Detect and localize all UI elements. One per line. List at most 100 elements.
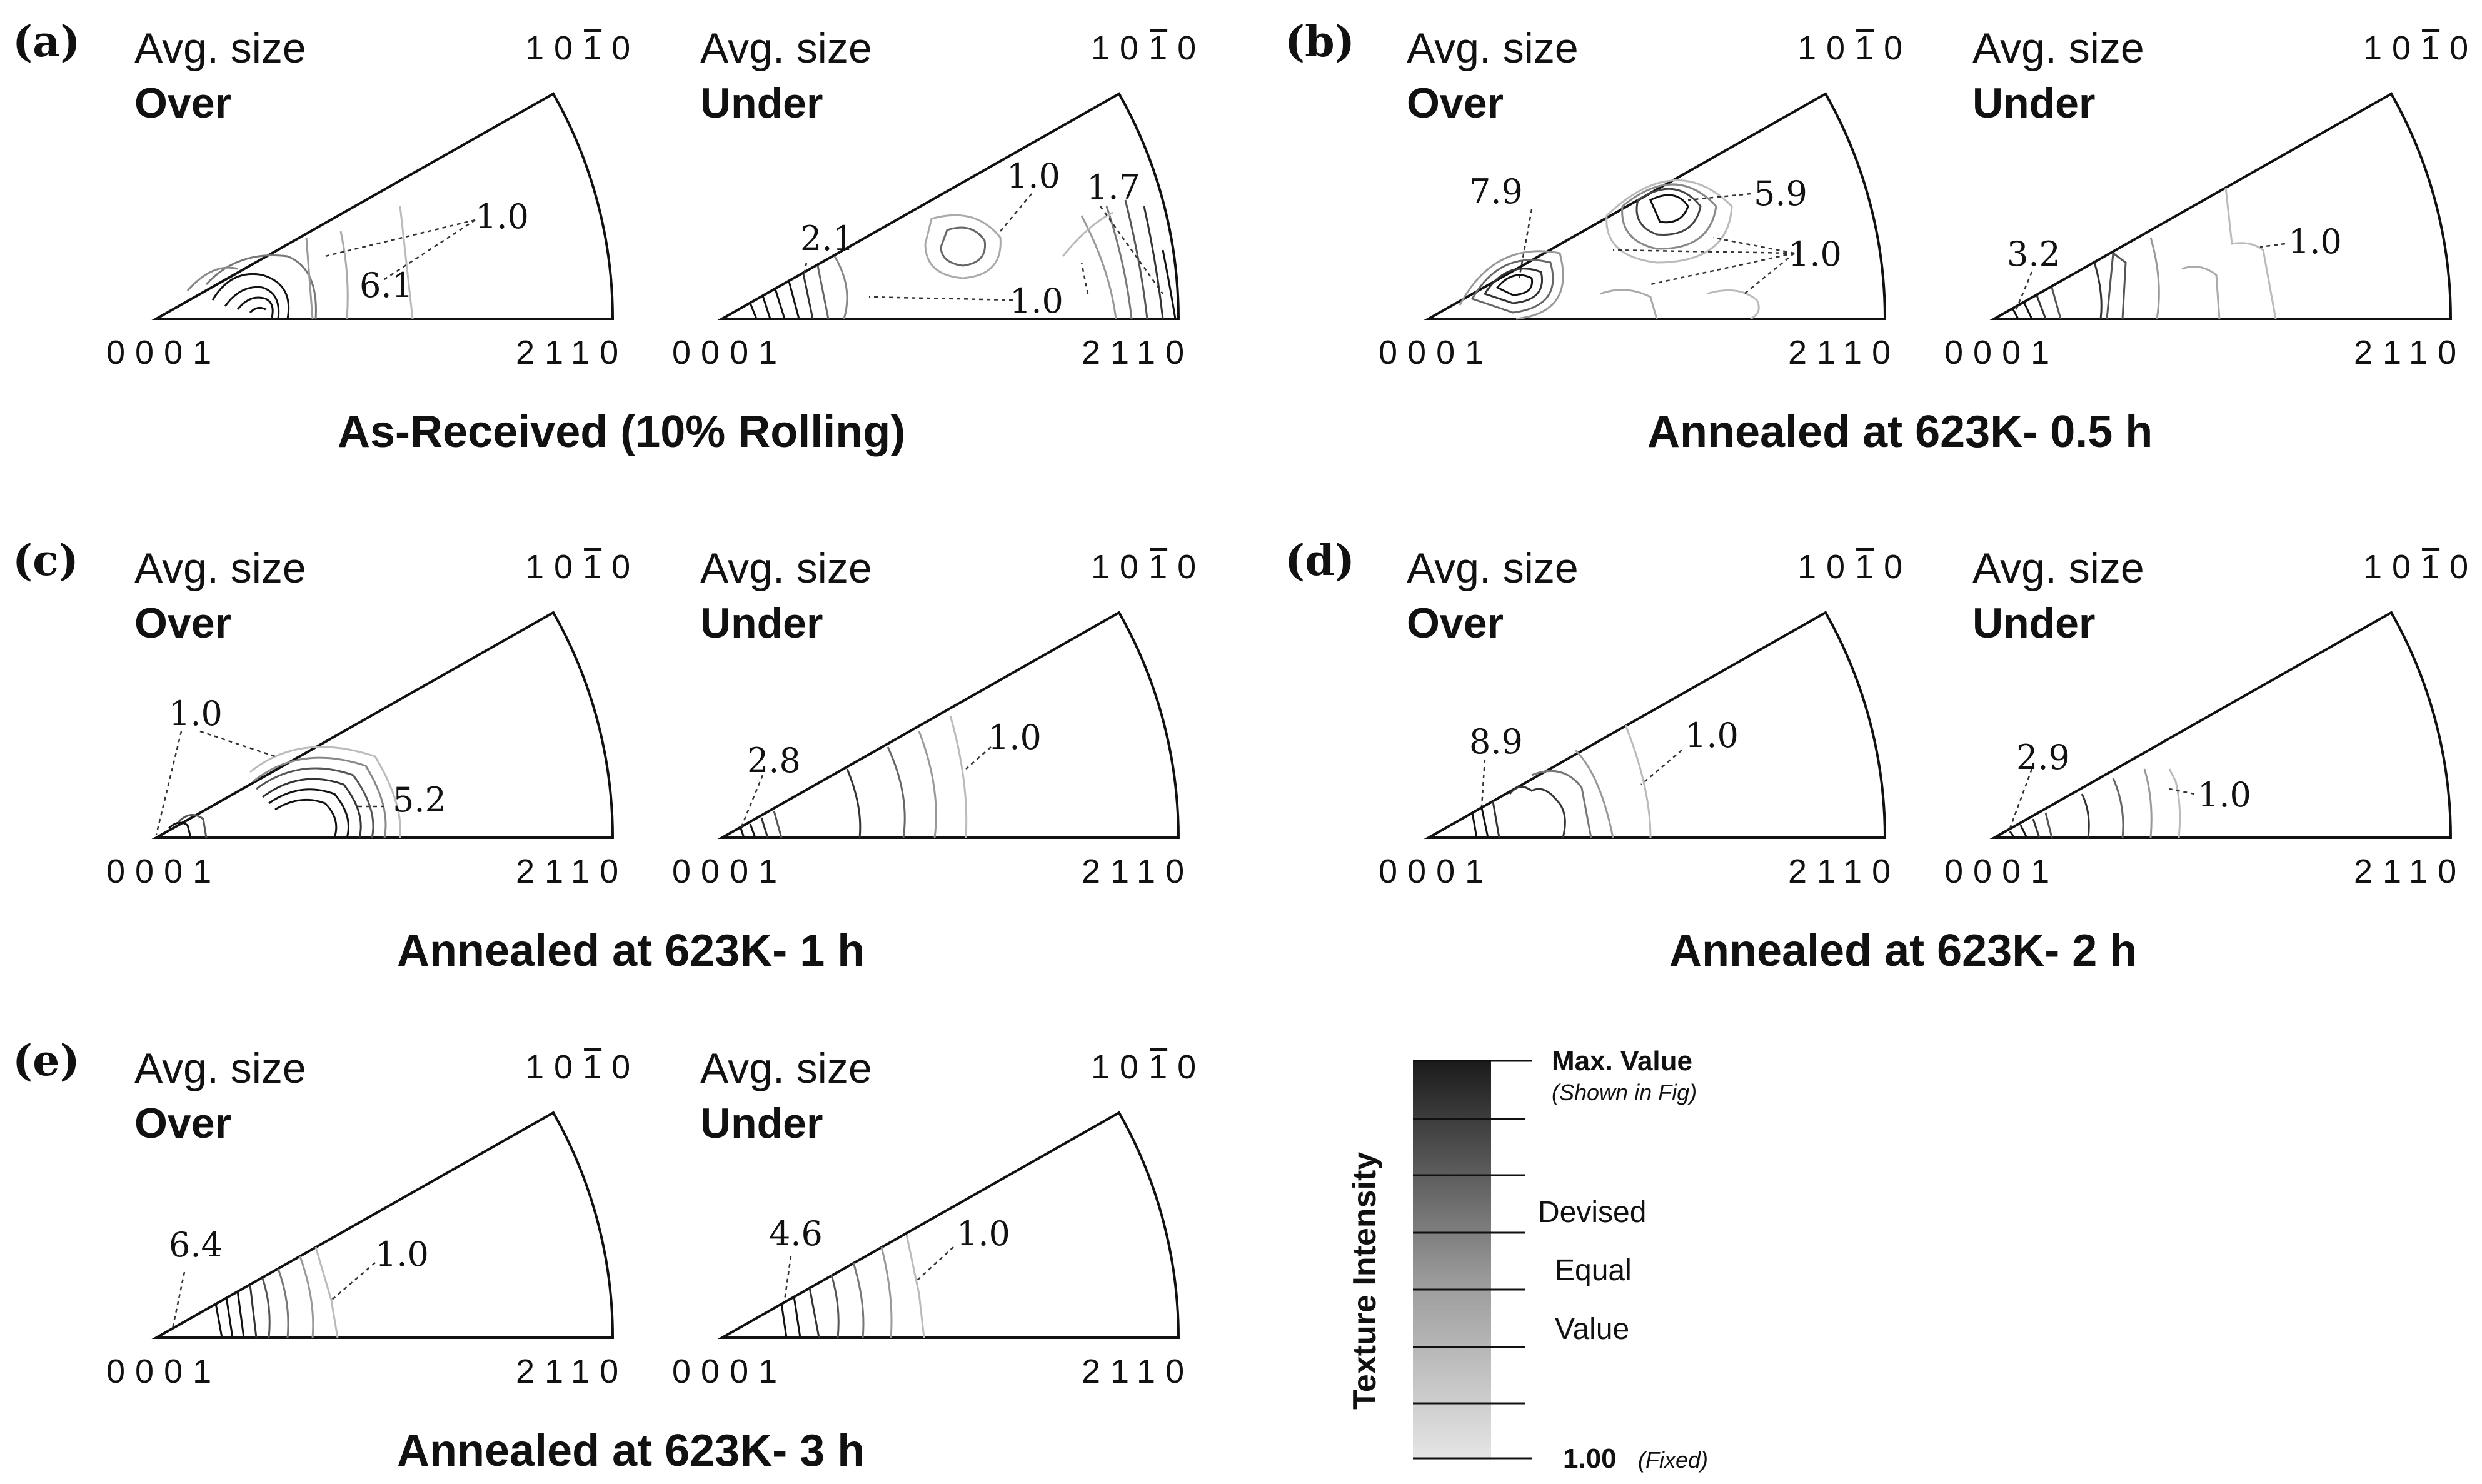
legend-min-note: (Fixed)	[1638, 1447, 1708, 1473]
corner-label-0001: 0001	[1379, 334, 1494, 371]
legend-max-label: Max. Value	[1552, 1046, 1692, 1076]
leader-lines	[802, 193, 1164, 301]
value-label: 1.0	[169, 694, 223, 733]
contours	[214, 1246, 339, 1338]
value-label: 2.1	[800, 219, 854, 258]
condition-title-a: As-Received (10% Rolling)	[338, 407, 905, 457]
ipf-b-under: Avg. size Under 1010 0001 2110 3.2	[1944, 24, 2478, 371]
value-label: 1.0	[375, 1235, 429, 1274]
panel-label-c: (c)	[13, 536, 79, 586]
legend-max-note: (Shown in Fig)	[1552, 1080, 1697, 1105]
contours	[780, 1234, 925, 1338]
leader-lines	[324, 219, 476, 283]
condition-title-b: Annealed at 623K- 0.5 h	[1647, 407, 2153, 457]
value-label: 1.0	[988, 718, 1042, 757]
ipf-e-under: Avg. size Under 1010 0001 2110 4.6 1.0	[672, 1045, 1196, 1390]
legend-gradient-bar	[1413, 1060, 1491, 1460]
legend-mid-line3: Value	[1555, 1313, 1629, 1346]
corner-label-0001: 0001	[106, 853, 221, 890]
over-label: Over	[134, 79, 231, 127]
panel-c: (c) Annealed at 623K- 1 h Avg. size Over…	[13, 536, 1206, 976]
corner-label-2110: 2110	[1082, 1353, 1194, 1390]
value-label: 3.2	[2007, 234, 2061, 274]
leader-lines	[2009, 768, 2195, 829]
avg-size-label: Avg. size	[700, 24, 872, 72]
over-label: Over	[1407, 599, 1504, 647]
avg-size-label: Avg. size	[700, 1045, 872, 1092]
leader-lines	[1518, 193, 1795, 294]
ipf-sector	[151, 1111, 615, 1339]
ipf-sector	[1424, 611, 1887, 839]
avg-size-label: Avg. size	[1407, 24, 1579, 72]
corner-label-2110: 2110	[1788, 334, 1901, 371]
corner-label-1010: 1010	[1797, 29, 1912, 67]
value-label: 1.0	[2198, 775, 2251, 815]
condition-title-c: Annealed at 623K- 1 h	[397, 926, 865, 976]
legend-ticks	[1413, 1060, 1532, 1460]
value-label: 8.9	[1469, 722, 1523, 761]
ipf-sector	[151, 92, 615, 320]
avg-size-label: Avg. size	[134, 544, 306, 592]
under-label: Under	[700, 599, 823, 647]
corner-label-2110: 2110	[516, 853, 628, 890]
value-label: 1.0	[475, 197, 529, 236]
avg-size-label: Avg. size	[1407, 544, 1579, 592]
ipf-sector	[717, 1111, 1180, 1339]
corner-label-0001: 0001	[1379, 853, 1494, 890]
corner-label-0001: 0001	[672, 334, 787, 371]
corner-label-1010: 1010	[2363, 548, 2478, 586]
legend-min-label: 1.00	[1563, 1443, 1617, 1474]
panel-d: (d) Annealed at 623K- 2 h Avg. size Over…	[1285, 536, 2478, 976]
avg-size-label: Avg. size	[700, 544, 872, 592]
corner-label-0001: 0001	[106, 1353, 221, 1390]
corner-label-2110: 2110	[1082, 334, 1194, 371]
value-label: 5.9	[1754, 174, 1807, 213]
panel-label-a: (a)	[13, 17, 80, 67]
under-label: Under	[1972, 599, 2095, 647]
contours	[168, 746, 401, 838]
legend: Texture Intensity Max. Value (Shown in F…	[1347, 1046, 1708, 1474]
corner-label-2110: 2110	[1788, 853, 1901, 890]
contours	[2009, 768, 2181, 838]
corner-label-2110: 2110	[516, 1353, 628, 1390]
avg-size-label: Avg. size	[1972, 24, 2144, 72]
value-label: 4.6	[769, 1214, 823, 1253]
ipf-sector	[151, 611, 615, 839]
value-label: 1.0	[1010, 281, 1063, 321]
under-label: Under	[700, 1100, 823, 1147]
value-label: 5.2	[393, 780, 446, 820]
condition-title-e: Annealed at 623K- 3 h	[397, 1426, 865, 1476]
value-label: 1.0	[1685, 716, 1739, 755]
panel-label-b: (b)	[1285, 17, 1355, 67]
corner-label-2110: 2110	[516, 334, 628, 371]
corner-label-0001: 0001	[106, 334, 221, 371]
ipf-sector	[1989, 92, 2453, 320]
corner-label-0001: 0001	[672, 1353, 787, 1390]
value-label: 1.0	[1788, 234, 1842, 274]
value-label: 2.9	[2016, 738, 2070, 777]
condition-title-d: Annealed at 623K- 2 h	[1669, 926, 2137, 976]
ipf-a-over: Avg. size Over 1010 0001 2110 1.0	[106, 24, 640, 371]
corner-label-0001: 0001	[1944, 853, 2059, 890]
avg-size-label: Avg. size	[1972, 544, 2144, 592]
over-label: Over	[134, 599, 231, 647]
ipf-sector	[1989, 611, 2453, 839]
ipf-sector	[1424, 92, 1887, 320]
corner-label-1010: 1010	[1091, 548, 1206, 586]
value-label: 1.0	[957, 1214, 1010, 1253]
ipf-c-under: Avg. size Under 1010 0001 2110 2.8 1.0	[672, 544, 1206, 890]
contours	[1459, 179, 1760, 320]
corner-label-1010: 1010	[525, 29, 640, 67]
value-label: 1.0	[2288, 222, 2342, 261]
value-label: 6.4	[169, 1225, 223, 1265]
ipf-c-over: Avg. size Over 1010 0001 2110 1.0	[106, 544, 630, 890]
ipf-d-under: Avg. size Under 1010 0001 2110 2.9 1.0	[1944, 544, 2478, 890]
ipf-sector	[717, 92, 1180, 320]
corner-label-1010: 1010	[2363, 29, 2478, 67]
legend-mid-line1: Devised	[1538, 1196, 1646, 1229]
value-label: 7.9	[1469, 172, 1523, 211]
under-label: Under	[1972, 79, 2095, 127]
avg-size-label: Avg. size	[134, 24, 306, 72]
leader-lines	[740, 746, 992, 829]
